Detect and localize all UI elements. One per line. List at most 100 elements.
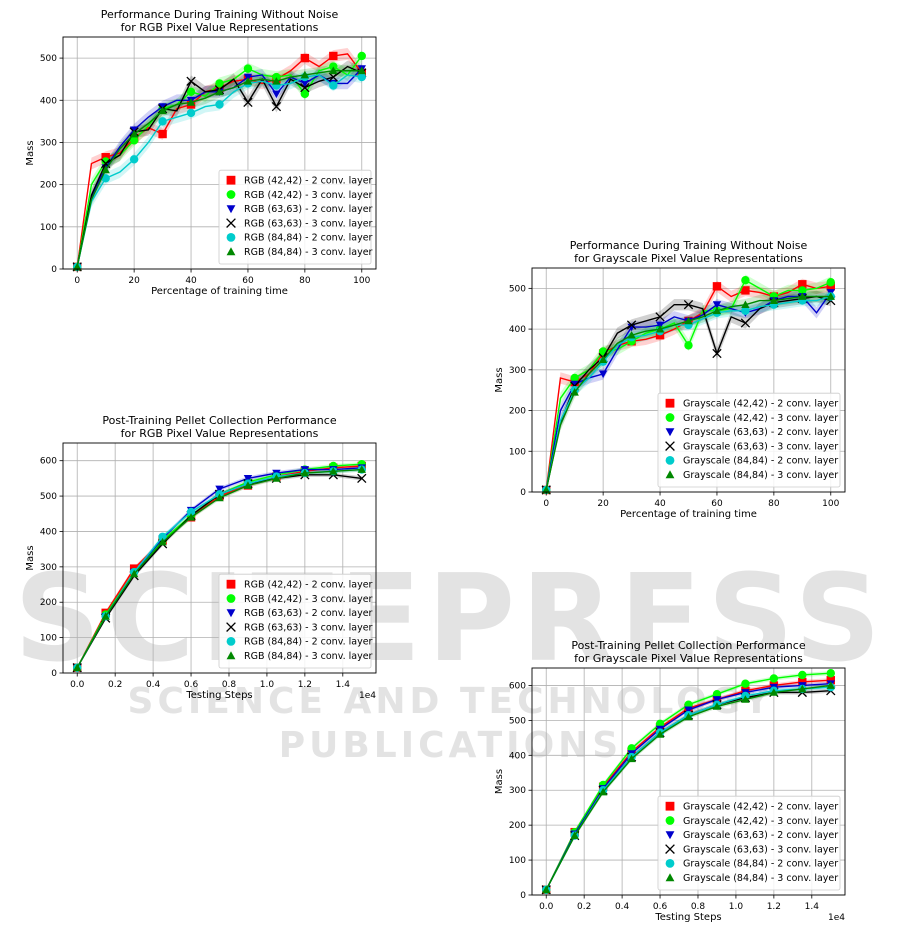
legend-marker [226,233,236,242]
data-point [215,79,224,88]
data-point [826,278,835,287]
legend-box [218,573,372,669]
legend-entry: RGB (84,84) - 3 conv. layer [244,651,373,662]
legend-marker [226,247,236,256]
data-point [129,569,139,578]
chart-rgb-training: Performance During Training Without Nois… [0,0,450,300]
series-band [77,62,362,267]
data-point [684,712,693,721]
legend: RGB (42,42) - 2 conv. layer RGB (42,42) -… [218,169,373,265]
chart-title: Post-Training Pellet Collection Performa… [102,414,336,427]
y-tick-label: 300 [509,366,526,376]
series-6 [542,292,835,494]
legend-marker [226,218,236,228]
x-axis-label: Testing Steps [185,690,252,701]
data-point [129,155,139,164]
data-point [243,64,253,73]
data-point [243,97,253,108]
x-tick-label: 40 [654,499,666,509]
y-axis-label: Mass [25,545,36,570]
data-point [684,316,693,325]
data-point [329,51,338,61]
x-tick-label: 0.6 [184,680,199,690]
y-tick-label: 400 [509,751,526,761]
data-point [769,296,779,304]
data-point [271,101,282,112]
data-point [826,669,835,678]
y-tick-label: 400 [40,527,57,537]
legend-marker [665,413,675,422]
chart-subtitle: for RGB Pixel Value Representations [121,427,319,440]
data-point [598,370,608,379]
legend-marker [226,205,236,214]
data-point [272,474,281,482]
legend-box [657,795,841,891]
x-axis-label: Testing Steps [654,912,721,923]
y-tick-label: 0 [520,488,526,498]
legend-marker [226,579,236,589]
x-tick-label: 1.4 [336,680,351,690]
y-tick-label: 200 [40,598,57,608]
data-point [243,481,253,489]
x-tick-label: 0.4 [146,680,161,690]
legend-marker [226,594,236,603]
legend-entry: Grayscale (42,42) - 3 conv. layer [683,413,838,424]
legend-entry: RGB (63,63) - 3 conv. layer [244,218,373,229]
y-tick-label: 400 [509,325,526,335]
legend-entry: RGB (42,42) - 3 conv. layer [244,594,373,605]
data-point [243,475,253,483]
data-point [598,355,608,363]
legend-entry: RGB (42,42) - 2 conv. layer [244,176,373,187]
legend-entry: Grayscale (63,63) - 3 conv. layer [683,844,838,855]
legend-marker [665,398,675,408]
y-tick-label: 200 [509,821,526,831]
legend-marker [226,651,236,660]
data-point [798,292,807,300]
chart-title: Performance During Training Without Nois… [101,8,339,21]
legend-marker [226,637,236,646]
legend-entry: RGB (42,42) - 2 conv. layer [244,580,373,591]
data-point [712,696,722,704]
chart-title: Performance During Training Without Nois… [570,239,808,252]
data-point [655,324,665,333]
data-point [798,286,807,295]
data-point [655,730,665,738]
data-point [129,129,139,138]
data-point [712,306,722,315]
y-tick-label: 500 [40,54,57,64]
x-tick-label: 0.0 [539,902,554,912]
legend-entry: Grayscale (84,84) - 3 conv. layer [683,873,838,884]
y-tick-label: 0 [51,265,57,275]
data-point [769,688,779,696]
y-tick-label: 100 [509,856,526,866]
data-point [357,66,366,75]
x-tick-label: 100 [822,499,839,509]
legend-entry: Grayscale (84,84) - 2 conv. layer [683,859,838,870]
data-point [570,388,579,396]
data-point [684,706,693,715]
x-tick-label: 0.2 [108,680,122,690]
x-tick-label: 100 [353,276,370,286]
data-point [798,677,807,687]
legend-entry: RGB (42,42) - 3 conv. layer [244,190,373,201]
legend-entry: Grayscale (63,63) - 2 conv. layer [683,427,838,438]
data-point [186,507,196,517]
legend-entry: RGB (84,84) - 3 conv. layer [244,247,373,258]
data-point [158,532,167,541]
y-tick-label: 200 [40,181,57,191]
series-band [546,290,831,490]
legend-entry: Grayscale (42,42) - 2 conv. layer [683,399,838,410]
legend-box [218,169,372,265]
y-tick-label: 100 [509,447,526,457]
x-tick-label: 0.6 [653,902,668,912]
x-axis-label: Percentage of training time [620,509,757,520]
x-tick-label: 20 [128,276,140,286]
y-axis-label: Mass [494,769,505,794]
data-point [712,702,722,710]
x-axis-label: Percentage of training time [151,286,288,297]
data-point [683,299,694,310]
data-point [158,537,167,546]
legend: Grayscale (42,42) - 2 conv. layer Graysca… [657,795,841,891]
data-point [712,348,722,359]
legend-entry: RGB (63,63) - 2 conv. layer [244,608,373,619]
